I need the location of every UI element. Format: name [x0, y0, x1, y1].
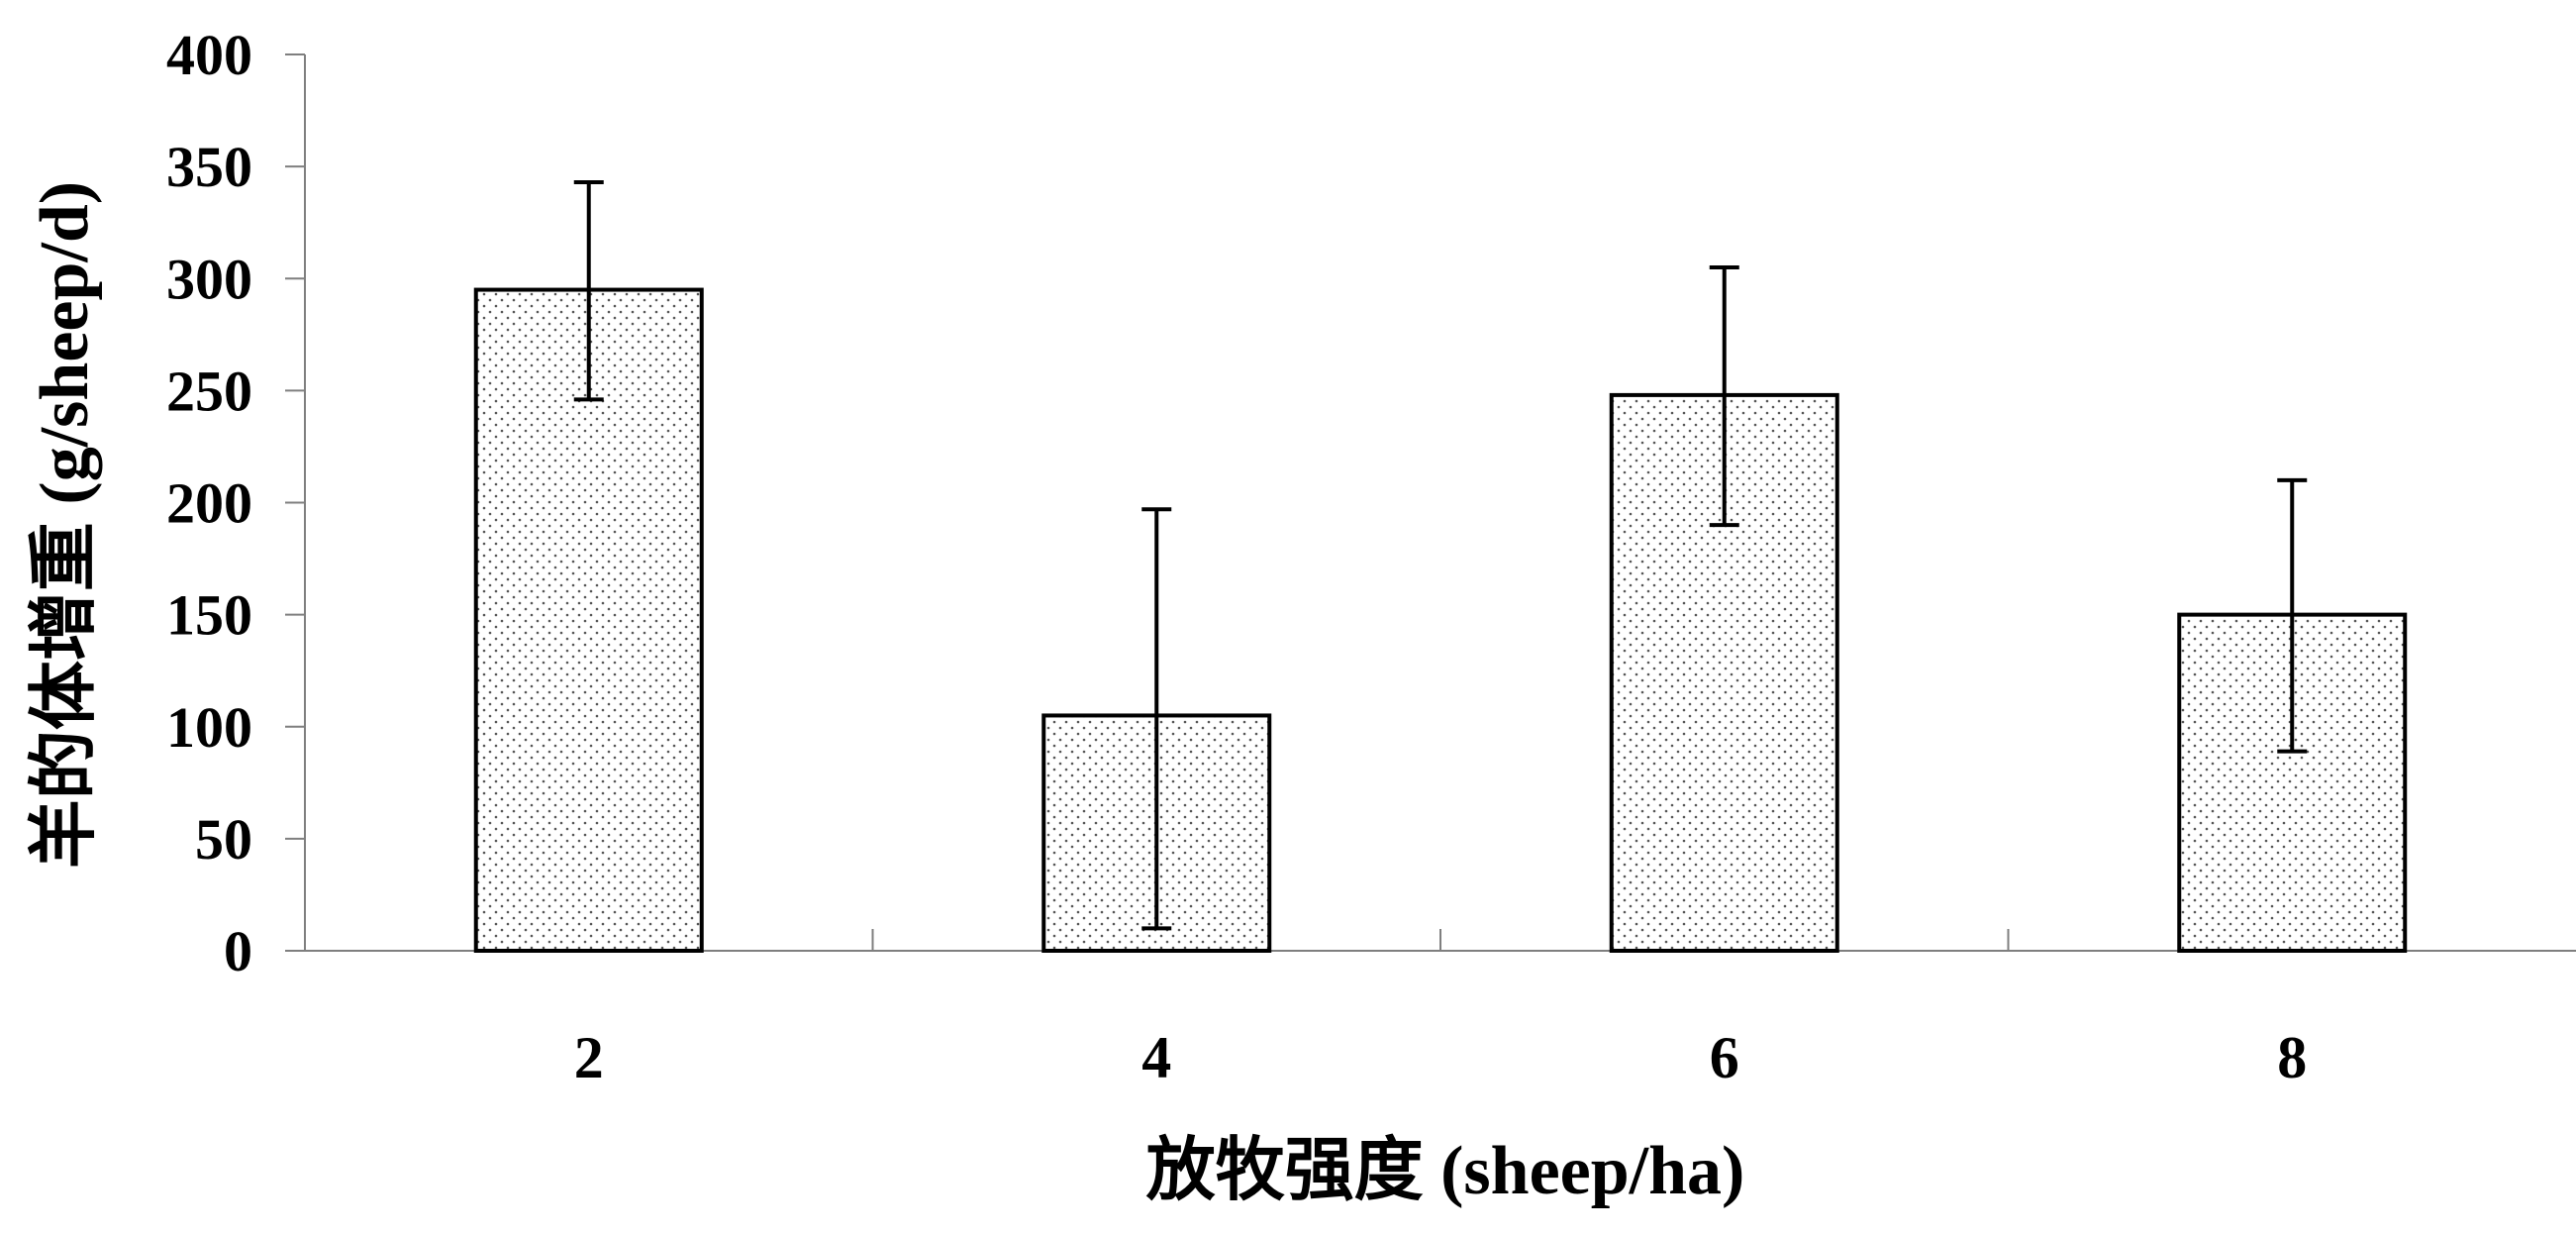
y-tick-label-400: 400: [166, 23, 252, 87]
error-bar-6: [1709, 264, 1739, 528]
x-tick-label-6: 6: [1710, 1025, 1739, 1090]
x-axis-title: 放牧强度 (sheep/ha): [1146, 1132, 1745, 1209]
y-tick-label-50: 50: [195, 807, 252, 872]
y-tick-label-300: 300: [166, 247, 252, 311]
x-tick-label-8: 8: [2277, 1025, 2307, 1090]
bars: [473, 287, 2408, 953]
y-tick-label-150: 150: [166, 583, 252, 648]
y-tick-label-350: 350: [166, 135, 252, 199]
error-bar-8: [2277, 477, 2308, 754]
error-bar-2: [573, 179, 604, 402]
error-bar-4: [1141, 507, 1172, 931]
y-tick-label-0: 0: [224, 919, 252, 983]
y-tick-label-200: 200: [166, 471, 252, 536]
x-tick-label-4: 4: [1141, 1025, 1171, 1090]
tick-labels: 0 50 100 150 200 250 300 350 400 2 4 6 8: [166, 23, 2307, 1090]
error-bars: [573, 179, 2308, 931]
y-axis-title: 羊的体增重 (g/sheep/d): [26, 181, 103, 869]
x-tick-label-2: 2: [574, 1025, 604, 1090]
y-tick-label-100: 100: [166, 695, 252, 760]
y-tick-label-250: 250: [166, 359, 252, 423]
